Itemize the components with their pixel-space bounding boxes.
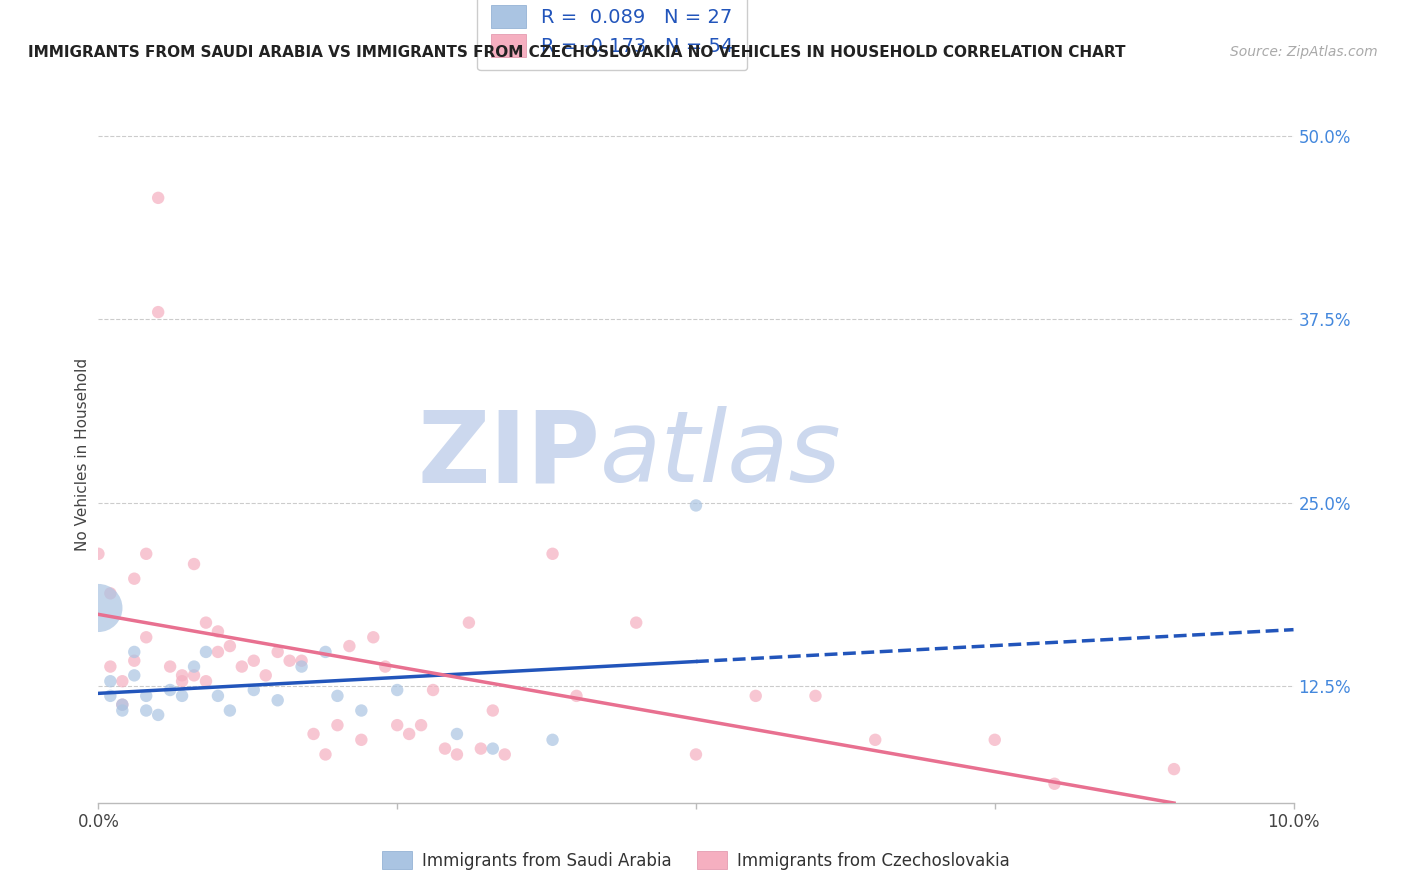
Point <box>315 645 337 659</box>
Point <box>446 727 468 741</box>
Point <box>124 645 146 659</box>
Text: atlas: atlas <box>600 407 842 503</box>
Point <box>411 718 433 732</box>
Point <box>374 659 396 673</box>
Point <box>243 683 266 698</box>
Point <box>124 668 146 682</box>
Point <box>135 547 157 561</box>
Point <box>685 499 707 513</box>
Point <box>254 668 277 682</box>
Point <box>291 659 314 673</box>
Point <box>326 718 349 732</box>
Point <box>745 689 768 703</box>
Point <box>494 747 516 762</box>
Point <box>267 693 290 707</box>
Point <box>98 659 122 673</box>
Point <box>111 704 134 718</box>
Point <box>326 689 349 703</box>
Point <box>315 747 337 762</box>
Point <box>278 654 301 668</box>
Point <box>135 704 157 718</box>
Point <box>98 689 122 703</box>
Point <box>363 630 385 644</box>
Point <box>111 698 134 712</box>
Point <box>195 645 218 659</box>
Point <box>984 732 1007 747</box>
Point <box>541 732 564 747</box>
Point <box>172 674 194 689</box>
Point <box>148 707 170 722</box>
Point <box>267 645 290 659</box>
Point <box>111 674 134 689</box>
Point <box>159 659 181 673</box>
Point <box>422 683 444 698</box>
Text: Source: ZipAtlas.com: Source: ZipAtlas.com <box>1230 45 1378 59</box>
Point <box>231 659 253 673</box>
Point <box>183 659 205 673</box>
Point <box>98 674 122 689</box>
Point <box>865 732 887 747</box>
Point <box>183 557 205 571</box>
Point <box>111 698 134 712</box>
Point <box>183 668 205 682</box>
Legend: Immigrants from Saudi Arabia, Immigrants from Czechoslovakia: Immigrants from Saudi Arabia, Immigrants… <box>374 843 1018 878</box>
Point <box>446 747 468 762</box>
Point <box>385 718 409 732</box>
Point <box>195 615 218 630</box>
Point <box>482 741 505 756</box>
Point <box>339 639 361 653</box>
Point <box>398 727 420 741</box>
Point <box>207 645 229 659</box>
Point <box>350 732 373 747</box>
Point <box>804 689 827 703</box>
Point <box>385 683 409 698</box>
Point <box>148 191 170 205</box>
Point <box>434 741 457 756</box>
Point <box>302 727 325 741</box>
Point <box>124 572 146 586</box>
Point <box>207 624 229 639</box>
Point <box>243 654 266 668</box>
Text: ZIP: ZIP <box>418 407 600 503</box>
Point <box>172 668 194 682</box>
Point <box>135 630 157 644</box>
Point <box>219 639 242 653</box>
Point <box>219 704 242 718</box>
Point <box>350 704 373 718</box>
Text: IMMIGRANTS FROM SAUDI ARABIA VS IMMIGRANTS FROM CZECHOSLOVAKIA NO VEHICLES IN HO: IMMIGRANTS FROM SAUDI ARABIA VS IMMIGRAN… <box>28 45 1126 60</box>
Point <box>470 741 492 756</box>
Point <box>87 601 110 615</box>
Point <box>195 674 218 689</box>
Point <box>291 654 314 668</box>
Point <box>98 586 122 600</box>
Y-axis label: No Vehicles in Household: No Vehicles in Household <box>75 359 90 551</box>
Point <box>626 615 648 630</box>
Point <box>124 654 146 668</box>
Point <box>172 689 194 703</box>
Point <box>541 547 564 561</box>
Point <box>1043 777 1066 791</box>
Point <box>458 615 481 630</box>
Point <box>685 747 707 762</box>
Point <box>207 689 229 703</box>
Point <box>159 683 181 698</box>
Point <box>148 305 170 319</box>
Point <box>565 689 588 703</box>
Point <box>482 704 505 718</box>
Point <box>135 689 157 703</box>
Point <box>87 547 110 561</box>
Point <box>1163 762 1185 776</box>
